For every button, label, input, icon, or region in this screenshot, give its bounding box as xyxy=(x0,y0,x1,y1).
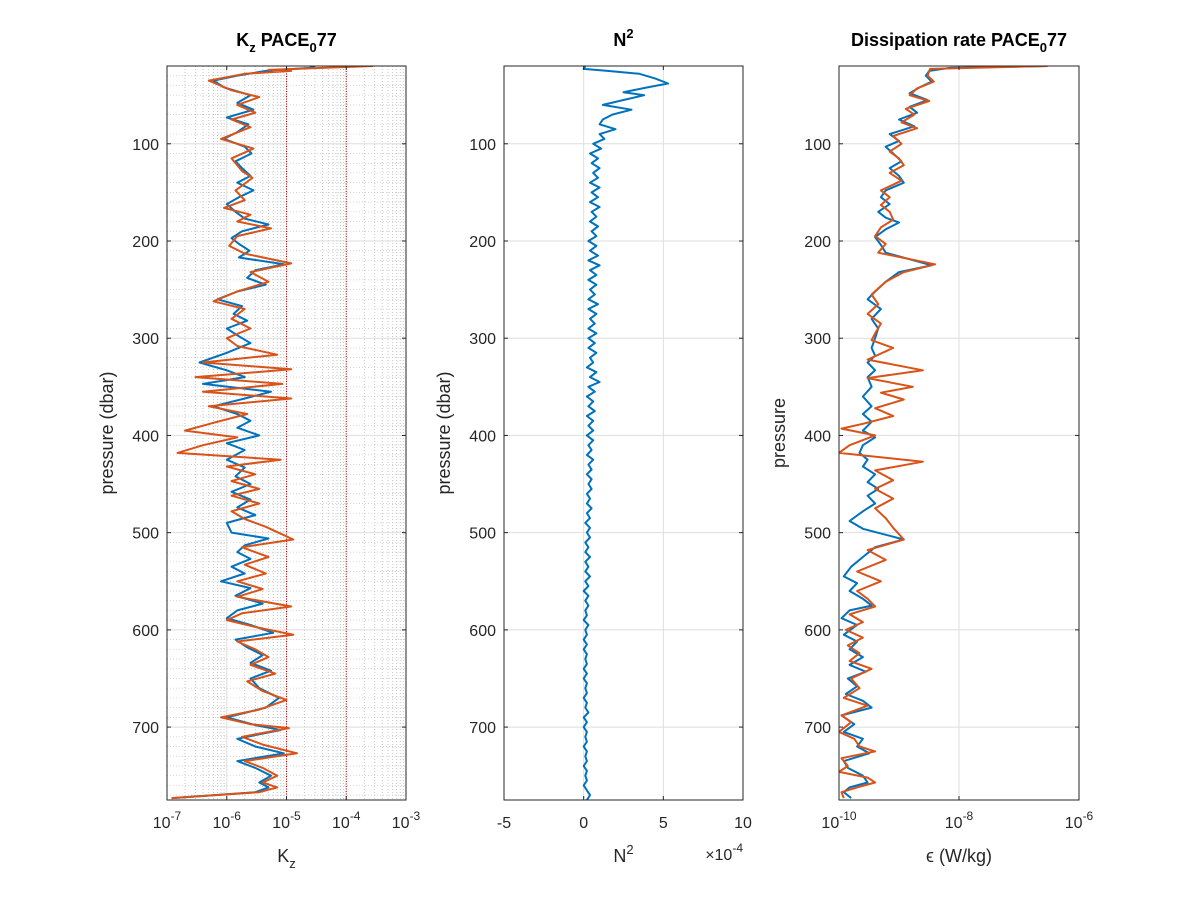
x-tick-label: 5 xyxy=(659,815,668,832)
y-axis-label: pressure (dbar) xyxy=(434,371,454,494)
series-line-1 xyxy=(840,66,1048,799)
tick-base: 10 xyxy=(1065,815,1083,832)
axes-box xyxy=(503,65,744,801)
y-tick-label: 500 xyxy=(804,526,831,543)
chart-title: N2 xyxy=(613,26,633,50)
y-tick-label: 700 xyxy=(132,720,159,737)
y-tick-label: 300 xyxy=(132,331,159,348)
x-axis-label-base: K xyxy=(277,846,289,866)
chart-title: Kz PACE077 xyxy=(236,30,336,55)
x-tick-label: 10-3 xyxy=(392,809,421,832)
y-tick-label: 100 xyxy=(804,137,831,154)
x-tick-label: 10-5 xyxy=(272,809,301,832)
y-tick-label: 100 xyxy=(469,137,496,154)
tick-base: 10 xyxy=(153,815,171,832)
tick-exponent: -8 xyxy=(963,809,974,823)
title-part: K xyxy=(236,30,249,50)
title-subscript: 0 xyxy=(1040,40,1047,55)
tick-base: 10 xyxy=(821,815,839,832)
x-tick-label: 0 xyxy=(579,815,588,832)
y-tick-label: 600 xyxy=(469,623,496,640)
y-tick-label: 400 xyxy=(469,428,496,445)
y-tick-label: 600 xyxy=(804,623,831,640)
series-line-2 xyxy=(171,66,374,800)
y-axis-label: pressure xyxy=(769,398,789,468)
tick-base: 10 xyxy=(272,815,290,832)
x-tick-label: 10-4 xyxy=(332,809,361,832)
x-tick-label: 10-6 xyxy=(1065,809,1094,832)
series-group xyxy=(171,66,374,800)
series-line-2 xyxy=(839,66,1048,799)
x-tick-label: -5 xyxy=(497,815,511,832)
series-group xyxy=(839,66,1048,799)
x-axis-label-base: N xyxy=(613,846,626,866)
title-part: N xyxy=(613,30,626,50)
title-part: 77 xyxy=(317,30,337,50)
series-group xyxy=(582,66,670,800)
tick-base: 10 xyxy=(392,815,410,832)
x-tick-label: 10-6 xyxy=(213,809,242,832)
title-superscript: 2 xyxy=(626,26,633,41)
y-axis-label: pressure (dbar) xyxy=(97,371,117,494)
plot-area xyxy=(504,66,743,800)
tick-exponent: -5 xyxy=(290,809,301,823)
multiplier-base: ×10 xyxy=(705,847,732,864)
y-tick-label: 200 xyxy=(132,234,159,251)
x-tick-label: 10 xyxy=(734,815,752,832)
tick-exponent: -6 xyxy=(1083,809,1094,823)
y-tick-label: 100 xyxy=(132,137,159,154)
y-tick-label: 300 xyxy=(469,331,496,348)
tick-base: 10 xyxy=(332,815,350,832)
chart-title: Dissipation rate PACE077 xyxy=(851,30,1067,55)
y-tick-label: 200 xyxy=(804,234,831,251)
title-subscript: z xyxy=(249,40,256,55)
y-tick-label: 400 xyxy=(804,428,831,445)
tick-exponent: -10 xyxy=(839,809,857,823)
x-axis-label: Kz xyxy=(277,846,296,871)
title-subscript: 0 xyxy=(309,40,316,55)
tick-exponent: -3 xyxy=(410,809,421,823)
x-axis-multiplier: ×10-4 xyxy=(705,841,743,864)
tick-base: 10 xyxy=(945,815,963,832)
y-tick-label: 600 xyxy=(132,623,159,640)
title-part: PACE xyxy=(256,30,310,50)
y-tick-label: 400 xyxy=(132,428,159,445)
tick-exponent: -4 xyxy=(350,809,361,823)
y-tick-label: 200 xyxy=(469,234,496,251)
x-axis-label: ϵ (W/kg) xyxy=(926,846,992,866)
y-tick-label: 500 xyxy=(132,526,159,543)
tick-exponent: -7 xyxy=(171,809,182,823)
y-tick-label: 500 xyxy=(469,526,496,543)
title-part: 77 xyxy=(1047,30,1067,50)
tick-base: 10 xyxy=(213,815,231,832)
series-line-1 xyxy=(582,66,670,800)
x-tick-label: 10-8 xyxy=(945,809,974,832)
y-tick-label: 300 xyxy=(804,331,831,348)
tick-exponent: -6 xyxy=(230,809,241,823)
x-axis-label: N2 xyxy=(613,842,633,866)
x-tick-label: 10-7 xyxy=(153,809,182,832)
title-part: Dissipation rate PACE xyxy=(851,30,1040,50)
x-axis-label-text: ϵ (W/kg) xyxy=(926,846,992,866)
y-tick-label: 700 xyxy=(804,720,831,737)
x-tick-label: 10-10 xyxy=(821,809,856,832)
x-axis-label-script: z xyxy=(289,856,296,871)
grid xyxy=(166,65,407,800)
x-axis-label-script: 2 xyxy=(626,842,633,857)
y-tick-label: 700 xyxy=(469,720,496,737)
multiplier-exponent: -4 xyxy=(732,841,743,855)
